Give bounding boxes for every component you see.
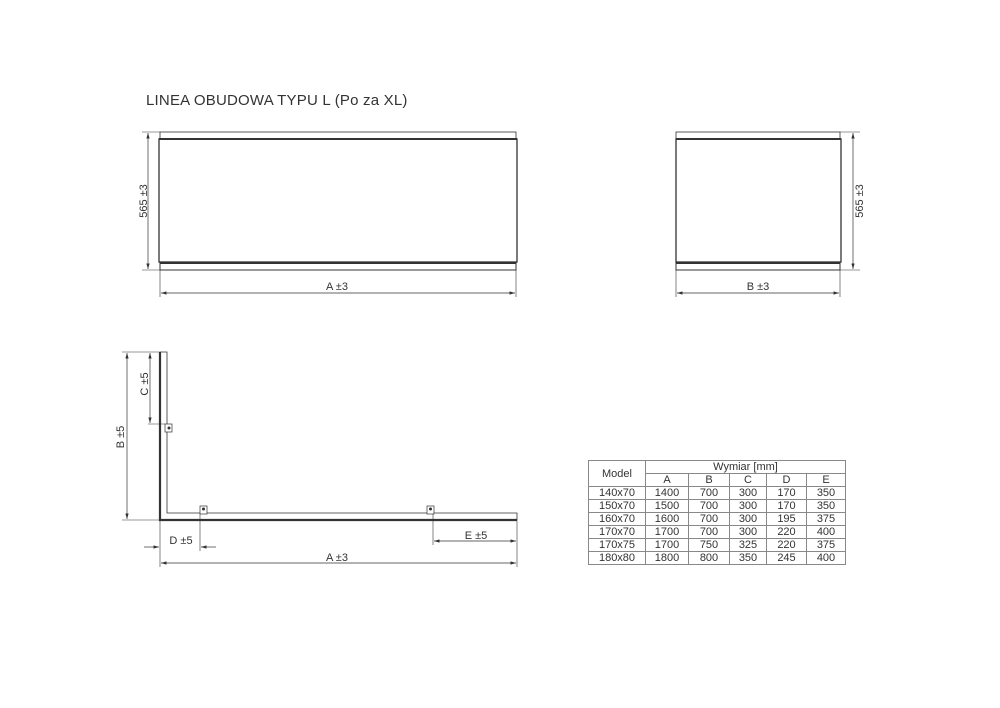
value-cell: 1500 xyxy=(645,499,689,513)
model-cell: 170x70 xyxy=(588,525,646,539)
column-header: C xyxy=(729,473,767,487)
value-cell: 170 xyxy=(766,499,807,513)
value-cell: 1400 xyxy=(645,486,689,500)
table-row: 170x75 1700 750 325 220 375 xyxy=(588,538,846,552)
value-cell: 700 xyxy=(688,512,730,526)
side-view xyxy=(675,131,860,297)
c-dimension-label: C ±5 xyxy=(139,372,151,395)
table-row: 180x80 1800 800 350 245 400 xyxy=(588,551,846,565)
drawing-title: LINEA OBUDOWA TYPU L (Po za XL) xyxy=(146,92,408,109)
value-cell: 350 xyxy=(729,551,767,565)
value-cell: 195 xyxy=(766,512,807,526)
value-cell: 1600 xyxy=(645,512,689,526)
b-dimension-label: B ±5 xyxy=(115,426,127,449)
side-width-label: B ±3 xyxy=(747,281,770,293)
value-cell: 220 xyxy=(766,538,807,552)
value-cell: 700 xyxy=(688,486,730,500)
dimensions-table: Model Wymiar [mm] A B C D E 140x70 1400 70… xyxy=(588,460,846,565)
table-row: 160x70 1600 700 300 195 375 xyxy=(588,512,846,526)
value-cell: 700 xyxy=(688,525,730,539)
value-cell: 300 xyxy=(729,512,767,526)
table-row: 140x70 1400 700 300 170 350 xyxy=(588,486,846,500)
e-dimension-label: E ±5 xyxy=(465,530,488,542)
model-cell: 170x75 xyxy=(588,538,646,552)
value-cell: 220 xyxy=(766,525,807,539)
column-header: D xyxy=(766,473,807,487)
value-cell: 400 xyxy=(806,551,846,565)
value-cell: 170 xyxy=(766,486,807,500)
model-cell: 140x70 xyxy=(588,486,646,500)
value-cell: 300 xyxy=(729,499,767,513)
value-cell: 350 xyxy=(806,499,846,513)
model-cell: 180x80 xyxy=(588,551,646,565)
column-header: B xyxy=(688,473,730,487)
front-view xyxy=(142,131,518,297)
value-cell: 800 xyxy=(688,551,730,565)
side-height-label: 565 ±3 xyxy=(854,184,866,218)
value-cell: 1700 xyxy=(645,525,689,539)
table-row: 150x70 1500 700 300 170 350 xyxy=(588,499,846,513)
value-cell: 300 xyxy=(729,525,767,539)
column-header: A xyxy=(645,473,689,487)
value-cell: 245 xyxy=(766,551,807,565)
plan-view xyxy=(122,351,518,567)
group-header: Wymiar [mm] xyxy=(645,460,846,474)
value-cell: 375 xyxy=(806,538,846,552)
value-cell: 700 xyxy=(688,499,730,513)
value-cell: 750 xyxy=(688,538,730,552)
value-cell: 400 xyxy=(806,525,846,539)
value-cell: 375 xyxy=(806,512,846,526)
value-cell: 300 xyxy=(729,486,767,500)
front-width-label: A ±3 xyxy=(326,281,348,293)
value-cell: 350 xyxy=(806,486,846,500)
value-cell: 325 xyxy=(729,538,767,552)
d-dimension-label: D ±5 xyxy=(169,535,192,547)
column-header: E xyxy=(806,473,846,487)
a-dimension-label: A ±3 xyxy=(326,552,348,564)
model-cell: 150x70 xyxy=(588,499,646,513)
value-cell: 1800 xyxy=(645,551,689,565)
model-header: Model xyxy=(588,460,646,487)
front-height-label: 565 ±3 xyxy=(138,184,150,218)
value-cell: 1700 xyxy=(645,538,689,552)
model-cell: 160x70 xyxy=(588,512,646,526)
table-row: 170x70 1700 700 300 220 400 xyxy=(588,525,846,539)
